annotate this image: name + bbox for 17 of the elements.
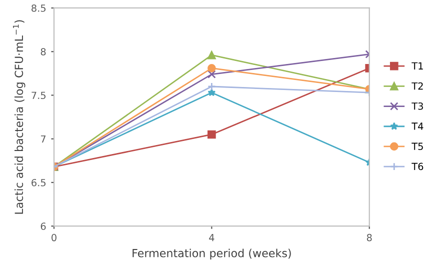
legend-label: T5 [412, 142, 423, 150]
x-tick-label: 4 [209, 234, 214, 242]
y-tick-label: 8.5 [32, 4, 46, 12]
legend-label: T4 [412, 122, 424, 130]
y-tick-label: 7.5 [32, 92, 46, 100]
x-axis-title: Fermentation period (weeks) [132, 248, 291, 260]
legend-label: T2 [412, 82, 423, 90]
legend-label: T3 [412, 102, 423, 110]
y-tick-label: 7 [40, 135, 46, 143]
y-tick-label: 6 [40, 222, 46, 230]
legend-label: T1 [412, 62, 423, 70]
legend-label: T6 [412, 162, 424, 170]
y-tick-label: 8 [40, 48, 46, 56]
y-axis-title: Lactic acid bacteria (log CFU·mL$^{−1}$) [13, 20, 26, 214]
y-tick-label: 6.5 [32, 178, 46, 186]
x-tick-label: 8 [366, 234, 372, 242]
x-tick-label: 0 [52, 234, 56, 242]
